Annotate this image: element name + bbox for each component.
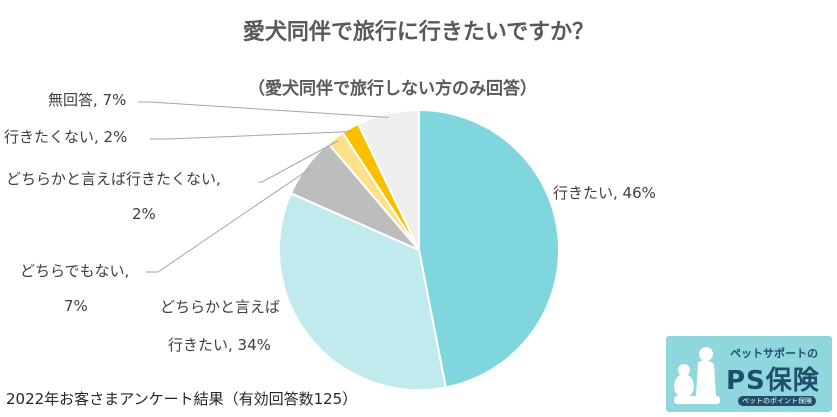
slice-label-2-line-1: 7% bbox=[64, 297, 88, 315]
leader-line-5 bbox=[138, 101, 389, 118]
chart-title: 愛犬同伴で旅行に行きたいですか？ bbox=[242, 20, 595, 45]
logo-tagline: ペットのポイント保険 bbox=[738, 396, 816, 406]
slice-label-2-line-0: どちらでもない, bbox=[20, 262, 130, 280]
ps-insurance-logo: ペットサポートの PS保険 ペットのポイント保険 bbox=[666, 336, 832, 412]
slice-label-4-line-0: 行きたくない, 2% bbox=[4, 128, 128, 146]
logo-main-text: PS保険 bbox=[726, 366, 820, 396]
slice-label-5-line-0: 無回答, 7% bbox=[48, 91, 127, 109]
slice-label-3-line-0: どちらかと言えば行きたくない, bbox=[6, 170, 221, 188]
pet-silhouette-icon bbox=[674, 347, 720, 404]
pie-slice-5 bbox=[356, 108, 420, 251]
survey-footer: 2022年お客さまアンケート結果（有効回答数125） bbox=[6, 390, 358, 408]
slice-label-1-line-0: どちらかと言えば bbox=[160, 298, 281, 316]
chart-subtitle: （愛犬同伴で旅行しない方のみ回答） bbox=[248, 79, 537, 99]
pie-slice-0 bbox=[418, 108, 560, 389]
leader-line-2 bbox=[146, 168, 311, 273]
slice-label-0-line-0: 行きたい, 46% bbox=[553, 184, 656, 202]
logo-subtitle: ペットサポートの bbox=[730, 347, 818, 360]
slice-label-1-line-1: 行きたい, 34% bbox=[168, 336, 271, 354]
slice-label-3-line-1: 2% bbox=[132, 205, 156, 223]
leader-line-3 bbox=[258, 140, 338, 183]
pie-slice-1 bbox=[277, 192, 447, 391]
leader-line-4 bbox=[150, 131, 353, 140]
